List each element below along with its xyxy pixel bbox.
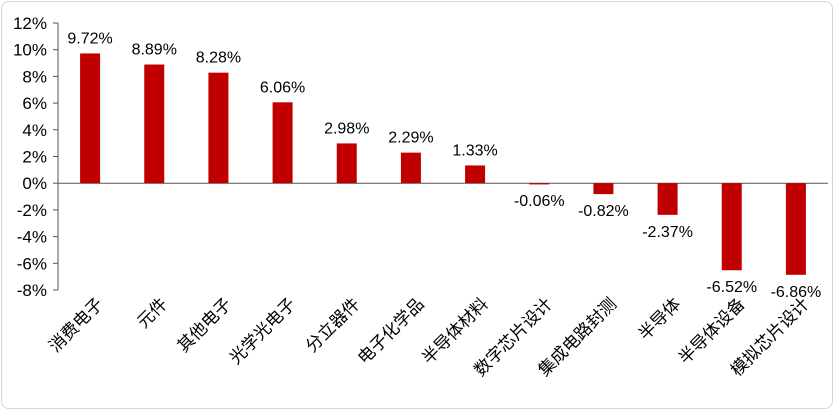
- x-category-label: 元件: [134, 294, 172, 332]
- x-category-label: 电子化学品: [354, 294, 428, 368]
- bar: [721, 183, 742, 271]
- bar: [785, 183, 806, 275]
- data-label: -2.37%: [642, 224, 693, 241]
- data-label: -0.06%: [514, 193, 565, 210]
- bar: [657, 183, 678, 215]
- y-tick-label: -4%: [17, 228, 47, 247]
- data-label: 6.06%: [260, 79, 305, 96]
- bar: [80, 53, 101, 184]
- bar: [208, 72, 229, 184]
- y-tick-label: 8%: [22, 67, 47, 86]
- x-category-label: 光学光电子: [226, 294, 300, 368]
- data-label: 1.33%: [452, 142, 497, 159]
- y-tick-label: -6%: [17, 254, 47, 273]
- x-category-label: 半导体: [635, 294, 685, 344]
- data-label: 2.98%: [324, 120, 369, 137]
- bar: [336, 143, 357, 184]
- data-label: 9.72%: [67, 30, 112, 47]
- y-tick-label: 2%: [22, 148, 47, 167]
- y-tick-label: 10%: [13, 41, 47, 60]
- bar: [529, 183, 550, 185]
- bar: [465, 165, 486, 184]
- data-label: -6.52%: [706, 279, 757, 296]
- y-tick-label: 12%: [13, 14, 47, 33]
- y-tick-label: 0%: [22, 174, 47, 193]
- bar: [593, 183, 614, 195]
- bar: [272, 102, 293, 184]
- data-label: -0.82%: [578, 203, 629, 220]
- data-label: 8.89%: [132, 42, 177, 59]
- y-tick-label: 6%: [22, 94, 47, 113]
- bar: [400, 152, 421, 184]
- x-category-label: 消费电子: [45, 294, 107, 356]
- x-category-label: 分立器件: [302, 294, 364, 356]
- data-label: 2.29%: [388, 130, 433, 147]
- data-label: 8.28%: [196, 50, 241, 67]
- y-tick-label: -8%: [17, 281, 47, 300]
- data-label: -6.86%: [771, 284, 822, 301]
- bar: [144, 64, 165, 184]
- y-tick-label: 4%: [22, 121, 47, 140]
- y-tick-label: -2%: [17, 201, 47, 220]
- x-category-label: 其他电子: [174, 294, 236, 356]
